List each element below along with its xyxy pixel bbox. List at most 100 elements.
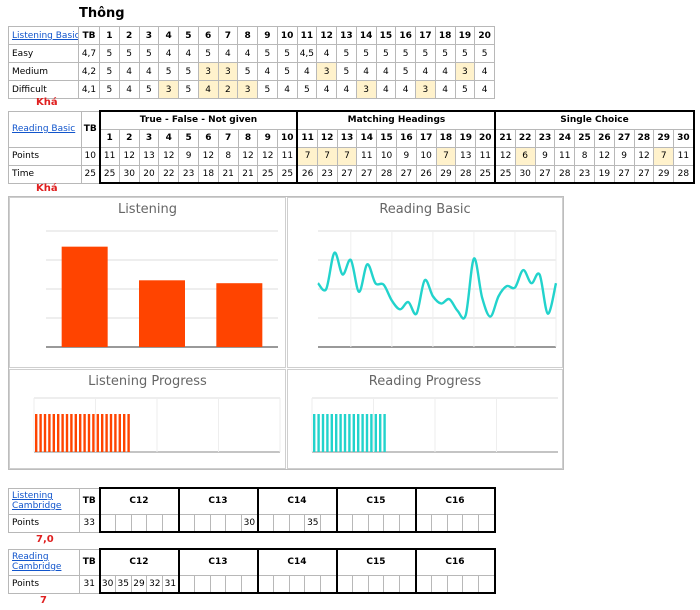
score-cell: 12 — [158, 146, 180, 166]
score-cell — [367, 574, 385, 594]
bar — [83, 414, 86, 452]
score-cell — [225, 513, 243, 533]
score-cell: 5 — [257, 44, 278, 63]
bar — [114, 414, 117, 452]
score-cell — [335, 513, 353, 533]
table-row: Time 25 25 30 20 22 23 18 21 21 25 25 26 23 27 27 28 27 26… — [8, 164, 695, 184]
listening-basic-grade: Khá — [36, 97, 58, 108]
reading-progress-chart — [311, 397, 558, 453]
score-cell: 4 — [355, 62, 377, 81]
listening-cambridge-link[interactable]: Listening Cambridge — [8, 487, 80, 515]
row-label: Points — [8, 574, 80, 594]
score-cell: 12 — [257, 146, 279, 166]
score-cell: 12 — [633, 146, 655, 166]
score-cell — [462, 574, 480, 594]
bar — [348, 414, 351, 452]
row-label: Points — [8, 513, 80, 533]
listening-cambridge-table: Listening Cambridge TB C12 C13 C14 C15 C16 P… — [8, 487, 496, 533]
score-cell: 27 — [613, 164, 635, 184]
score-cell: 2 — [217, 80, 239, 99]
score-cell — [446, 513, 464, 533]
score-cell — [193, 513, 211, 533]
score-cell: 18 — [197, 164, 219, 184]
listening-basic-table: Listening Basic TB 1 2 3 4 5 6 7 8 9 10 11 12 13 14 15… — [8, 26, 495, 99]
row-label: Points — [8, 146, 82, 166]
score-cell — [399, 574, 417, 594]
reading-basic-link[interactable]: Reading Basic — [8, 110, 82, 148]
score-cell — [130, 513, 148, 533]
score-cell: 5 — [237, 62, 258, 81]
bar — [326, 414, 329, 452]
score-cell: 28 — [455, 164, 477, 184]
score-cell: 5 — [336, 44, 357, 63]
reading-cambridge-link[interactable]: Reading Cambridge — [8, 548, 80, 576]
bar — [61, 246, 108, 347]
score-cell: 5 — [375, 44, 397, 63]
score-cell: 4 — [395, 80, 416, 99]
column-header: 6 — [197, 26, 219, 45]
score-cell — [98, 513, 116, 533]
score-cell: 5 — [138, 44, 160, 63]
score-cell: 7 — [296, 146, 318, 166]
score-cell: 5 — [99, 62, 120, 81]
bar — [92, 414, 95, 452]
score-cell: 9 — [395, 146, 417, 166]
score-cell: 26 — [415, 164, 437, 184]
score-cell: 35 — [114, 574, 132, 594]
bar — [379, 414, 382, 452]
score-cell: 4 — [158, 44, 179, 63]
score-cell: 13 — [138, 146, 160, 166]
column-header: 19 — [455, 128, 477, 148]
bar — [357, 414, 360, 452]
score-cell: 12 — [494, 146, 516, 166]
score-cell: 28 — [554, 164, 576, 184]
score-cell: 7 — [316, 146, 338, 166]
column-header: 14 — [356, 128, 378, 148]
score-cell: 5 — [178, 80, 199, 99]
column-header: 8 — [237, 128, 259, 148]
column-header: 20 — [474, 26, 495, 45]
score-cell — [114, 513, 132, 533]
group-c16: C16 — [414, 548, 496, 576]
bar — [343, 414, 347, 452]
column-header: 1 — [98, 128, 120, 148]
score-cell — [478, 513, 496, 533]
score-cell: 25 — [494, 164, 516, 184]
score-cell: 4 — [118, 62, 140, 81]
column-header: 13 — [336, 128, 358, 148]
score-cell: 5 — [395, 44, 416, 63]
group-c12: C12 — [98, 487, 180, 515]
score-cell — [225, 574, 243, 594]
listening-basic-link[interactable]: Listening Basic — [8, 26, 79, 45]
score-cell: 30 — [241, 513, 259, 533]
bar — [118, 414, 121, 452]
score-cell: 4 — [434, 80, 456, 99]
score-cell — [256, 513, 274, 533]
column-header: 9 — [257, 128, 279, 148]
charts-container — [8, 196, 564, 470]
column-header: 15 — [376, 128, 397, 148]
column-header: 3 — [138, 128, 160, 148]
score-cell: 3 — [454, 62, 476, 81]
bar — [43, 414, 47, 452]
column-header: 21 — [494, 128, 516, 148]
score-cell: 4 — [178, 44, 199, 63]
column-header: 16 — [395, 128, 417, 148]
score-cell: 4,5 — [296, 44, 318, 63]
score-cell: 10 — [415, 146, 437, 166]
score-cell: 27 — [534, 164, 556, 184]
bar — [216, 283, 263, 347]
tb-value: 31 — [79, 574, 100, 594]
score-cell — [351, 574, 369, 594]
column-header: 18 — [434, 26, 456, 45]
score-cell: 12 — [118, 146, 140, 166]
group-true-false-not-given: True - False - Not given — [98, 110, 299, 130]
score-cell: 27 — [633, 164, 655, 184]
column-header: 4 — [158, 128, 180, 148]
column-header: 9 — [257, 26, 278, 45]
listening-progress-chart — [33, 397, 281, 453]
score-cell: 5 — [276, 62, 298, 81]
column-header: 2 — [118, 26, 140, 45]
bar — [127, 414, 130, 452]
score-cell: 3 — [237, 80, 258, 99]
